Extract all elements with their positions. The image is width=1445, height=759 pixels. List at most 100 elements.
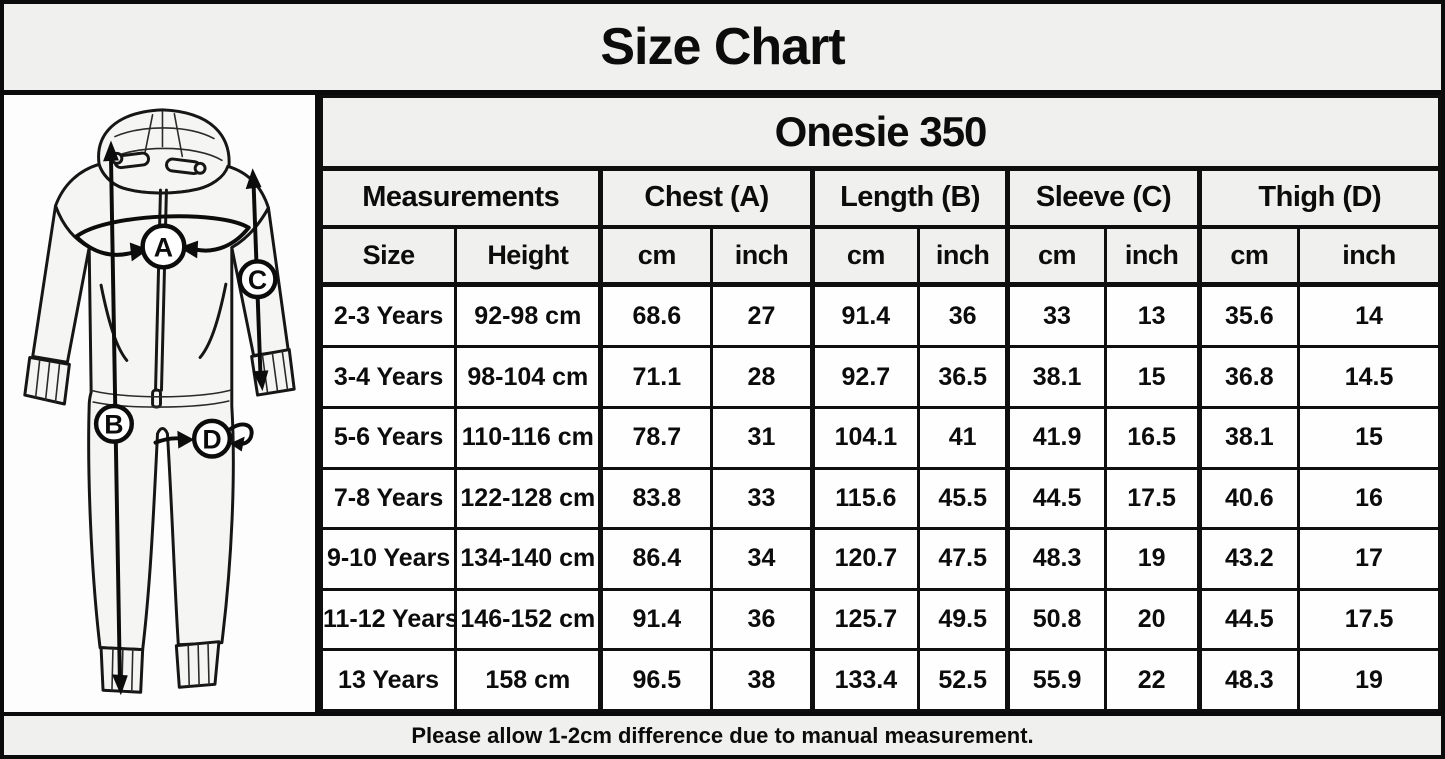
right-toggle-end: [193, 161, 207, 175]
figure-panel: A B C D: [4, 95, 320, 712]
cell-length-inch: 49.5: [916, 587, 1010, 652]
cell-height: 122-128 cm: [454, 466, 603, 531]
cell-chest-inch: 27: [710, 282, 814, 349]
label-b-circle: [93, 403, 134, 444]
cell-sleeve-cm: 50.8: [1005, 587, 1107, 652]
cell-chest-inch: 31: [710, 406, 814, 470]
table-panel: Onesie 350 Measurements Chest (A) Length…: [319, 95, 1442, 712]
length-arrow-down-head: [111, 673, 128, 695]
cell-height: 146-152 cm: [454, 587, 603, 652]
cell-thigh-cm: 35.6: [1196, 282, 1301, 349]
onesie-measurement-diagram: A B C D: [23, 107, 296, 695]
chest-arrow-right-head: [129, 242, 149, 261]
cell-size: 7-8 Years: [319, 466, 458, 531]
table-row: 3-4 Years 98-104 cm 71.1 28 92.7 36.5 38…: [319, 345, 1441, 410]
measure-arrow-a: [74, 213, 251, 261]
label-a-circle: [140, 222, 187, 270]
cell-chest-cm: 68.6: [598, 282, 714, 349]
right-pocket-line: [198, 282, 228, 359]
thigh-arrow-head: [177, 430, 195, 449]
zipper-line: [154, 188, 168, 392]
cell-chest-inch: 33: [710, 466, 814, 531]
length-arrow-up-head: [103, 140, 119, 161]
cell-thigh-cm: 36.8: [1196, 345, 1301, 410]
cell-height: 158 cm: [454, 648, 603, 712]
col-header-sleeve-inch: inch: [1103, 225, 1201, 287]
cell-length-inch: 47.5: [916, 527, 1010, 591]
measure-label-a: A: [140, 222, 187, 270]
cell-size: 13 Years: [319, 648, 458, 712]
cell-sleeve-inch: 13: [1103, 282, 1201, 349]
cell-height: 92-98 cm: [454, 282, 603, 349]
cell-length-inch: 36: [916, 282, 1010, 349]
cell-thigh-cm: 48.3: [1196, 648, 1301, 712]
cell-size: 3-4 Years: [319, 345, 458, 410]
cell-size: 11-12 Years: [319, 587, 458, 652]
cell-thigh-cm: 38.1: [1196, 406, 1301, 470]
cell-thigh-inch: 19: [1297, 648, 1441, 712]
col-header-thigh-cm: cm: [1196, 225, 1301, 287]
left-wrist-ribs: [34, 359, 61, 403]
cell-length-cm: 91.4: [809, 282, 920, 349]
sleeve-arrow-down-head: [252, 369, 269, 391]
col-header-size: Size: [319, 225, 458, 287]
column-group-row: Measurements Chest (A) Length (B) Sleeve…: [319, 167, 1442, 229]
cell-thigh-inch: 17.5: [1297, 587, 1441, 652]
content-area: A B C D: [4, 95, 1442, 712]
chest-arc-right: [193, 225, 251, 252]
cell-length-cm: 120.7: [809, 527, 920, 591]
cell-chest-inch: 36: [710, 587, 814, 652]
product-title: Onesie 350: [320, 95, 1441, 171]
cell-chest-cm: 91.4: [598, 587, 714, 652]
product-title-row: Onesie 350: [320, 95, 1441, 171]
cell-sleeve-cm: 41.9: [1005, 406, 1107, 470]
hood-shape: [97, 107, 231, 195]
cell-length-inch: 41: [916, 406, 1010, 470]
size-table: Onesie 350 Measurements Chest (A) Length…: [319, 95, 1442, 712]
cell-sleeve-inch: 16.5: [1103, 406, 1201, 470]
measure-arrow-d: [153, 422, 254, 452]
cell-thigh-inch: 14.5: [1297, 345, 1441, 410]
cell-height: 110-116 cm: [454, 406, 603, 470]
measure-label-b: B: [93, 403, 134, 444]
cell-length-cm: 125.7: [809, 587, 920, 652]
chest-arrow-left-head: [179, 240, 199, 258]
group-header-chest: Chest (A): [598, 167, 814, 229]
title-bar: Size Chart: [4, 4, 1441, 95]
cell-length-cm: 92.7: [809, 345, 920, 410]
cell-length-cm: 133.4: [809, 648, 920, 712]
cell-height: 98-104 cm: [454, 345, 603, 410]
cell-thigh-cm: 44.5: [1196, 587, 1301, 652]
col-header-chest-cm: cm: [598, 225, 714, 287]
cell-chest-cm: 86.4: [598, 527, 714, 591]
cell-size: 9-10 Years: [319, 527, 458, 591]
cell-thigh-inch: 15: [1297, 406, 1441, 470]
measure-label-d: D: [191, 418, 233, 459]
chest-arc-left: [74, 234, 135, 257]
cell-thigh-inch: 17: [1297, 527, 1441, 591]
cell-thigh-inch: 14: [1297, 282, 1441, 349]
thigh-hook-head: [229, 436, 245, 452]
group-header-length: Length (B): [809, 167, 1010, 229]
waist-seam-lines: [89, 388, 232, 408]
col-header-sleeve-cm: cm: [1005, 225, 1107, 287]
cell-sleeve-cm: 44.5: [1005, 466, 1107, 531]
group-header-measurements: Measurements: [319, 167, 603, 229]
cell-sleeve-inch: 20: [1103, 587, 1201, 652]
cell-size: 2-3 Years: [319, 282, 458, 349]
group-header-thigh: Thigh (D): [1196, 167, 1442, 229]
column-header-row: Size Height cm inch cm inch cm inch cm i…: [319, 225, 1441, 287]
table-row: 9-10 Years 134-140 cm 86.4 34 120.7 47.5…: [319, 527, 1441, 591]
cell-sleeve-inch: 22: [1103, 648, 1201, 712]
label-d-circle: [191, 418, 233, 459]
col-header-thigh-inch: inch: [1297, 225, 1441, 287]
cell-chest-inch: 28: [710, 345, 814, 410]
cell-sleeve-cm: 48.3: [1005, 527, 1107, 591]
col-header-length-inch: inch: [916, 225, 1010, 287]
label-a-letter: A: [154, 232, 173, 262]
cell-length-inch: 45.5: [916, 466, 1010, 531]
col-header-height: Height: [454, 225, 603, 287]
sleeve-arrow-up-head: [245, 167, 262, 189]
cell-length-cm: 104.1: [809, 406, 920, 470]
